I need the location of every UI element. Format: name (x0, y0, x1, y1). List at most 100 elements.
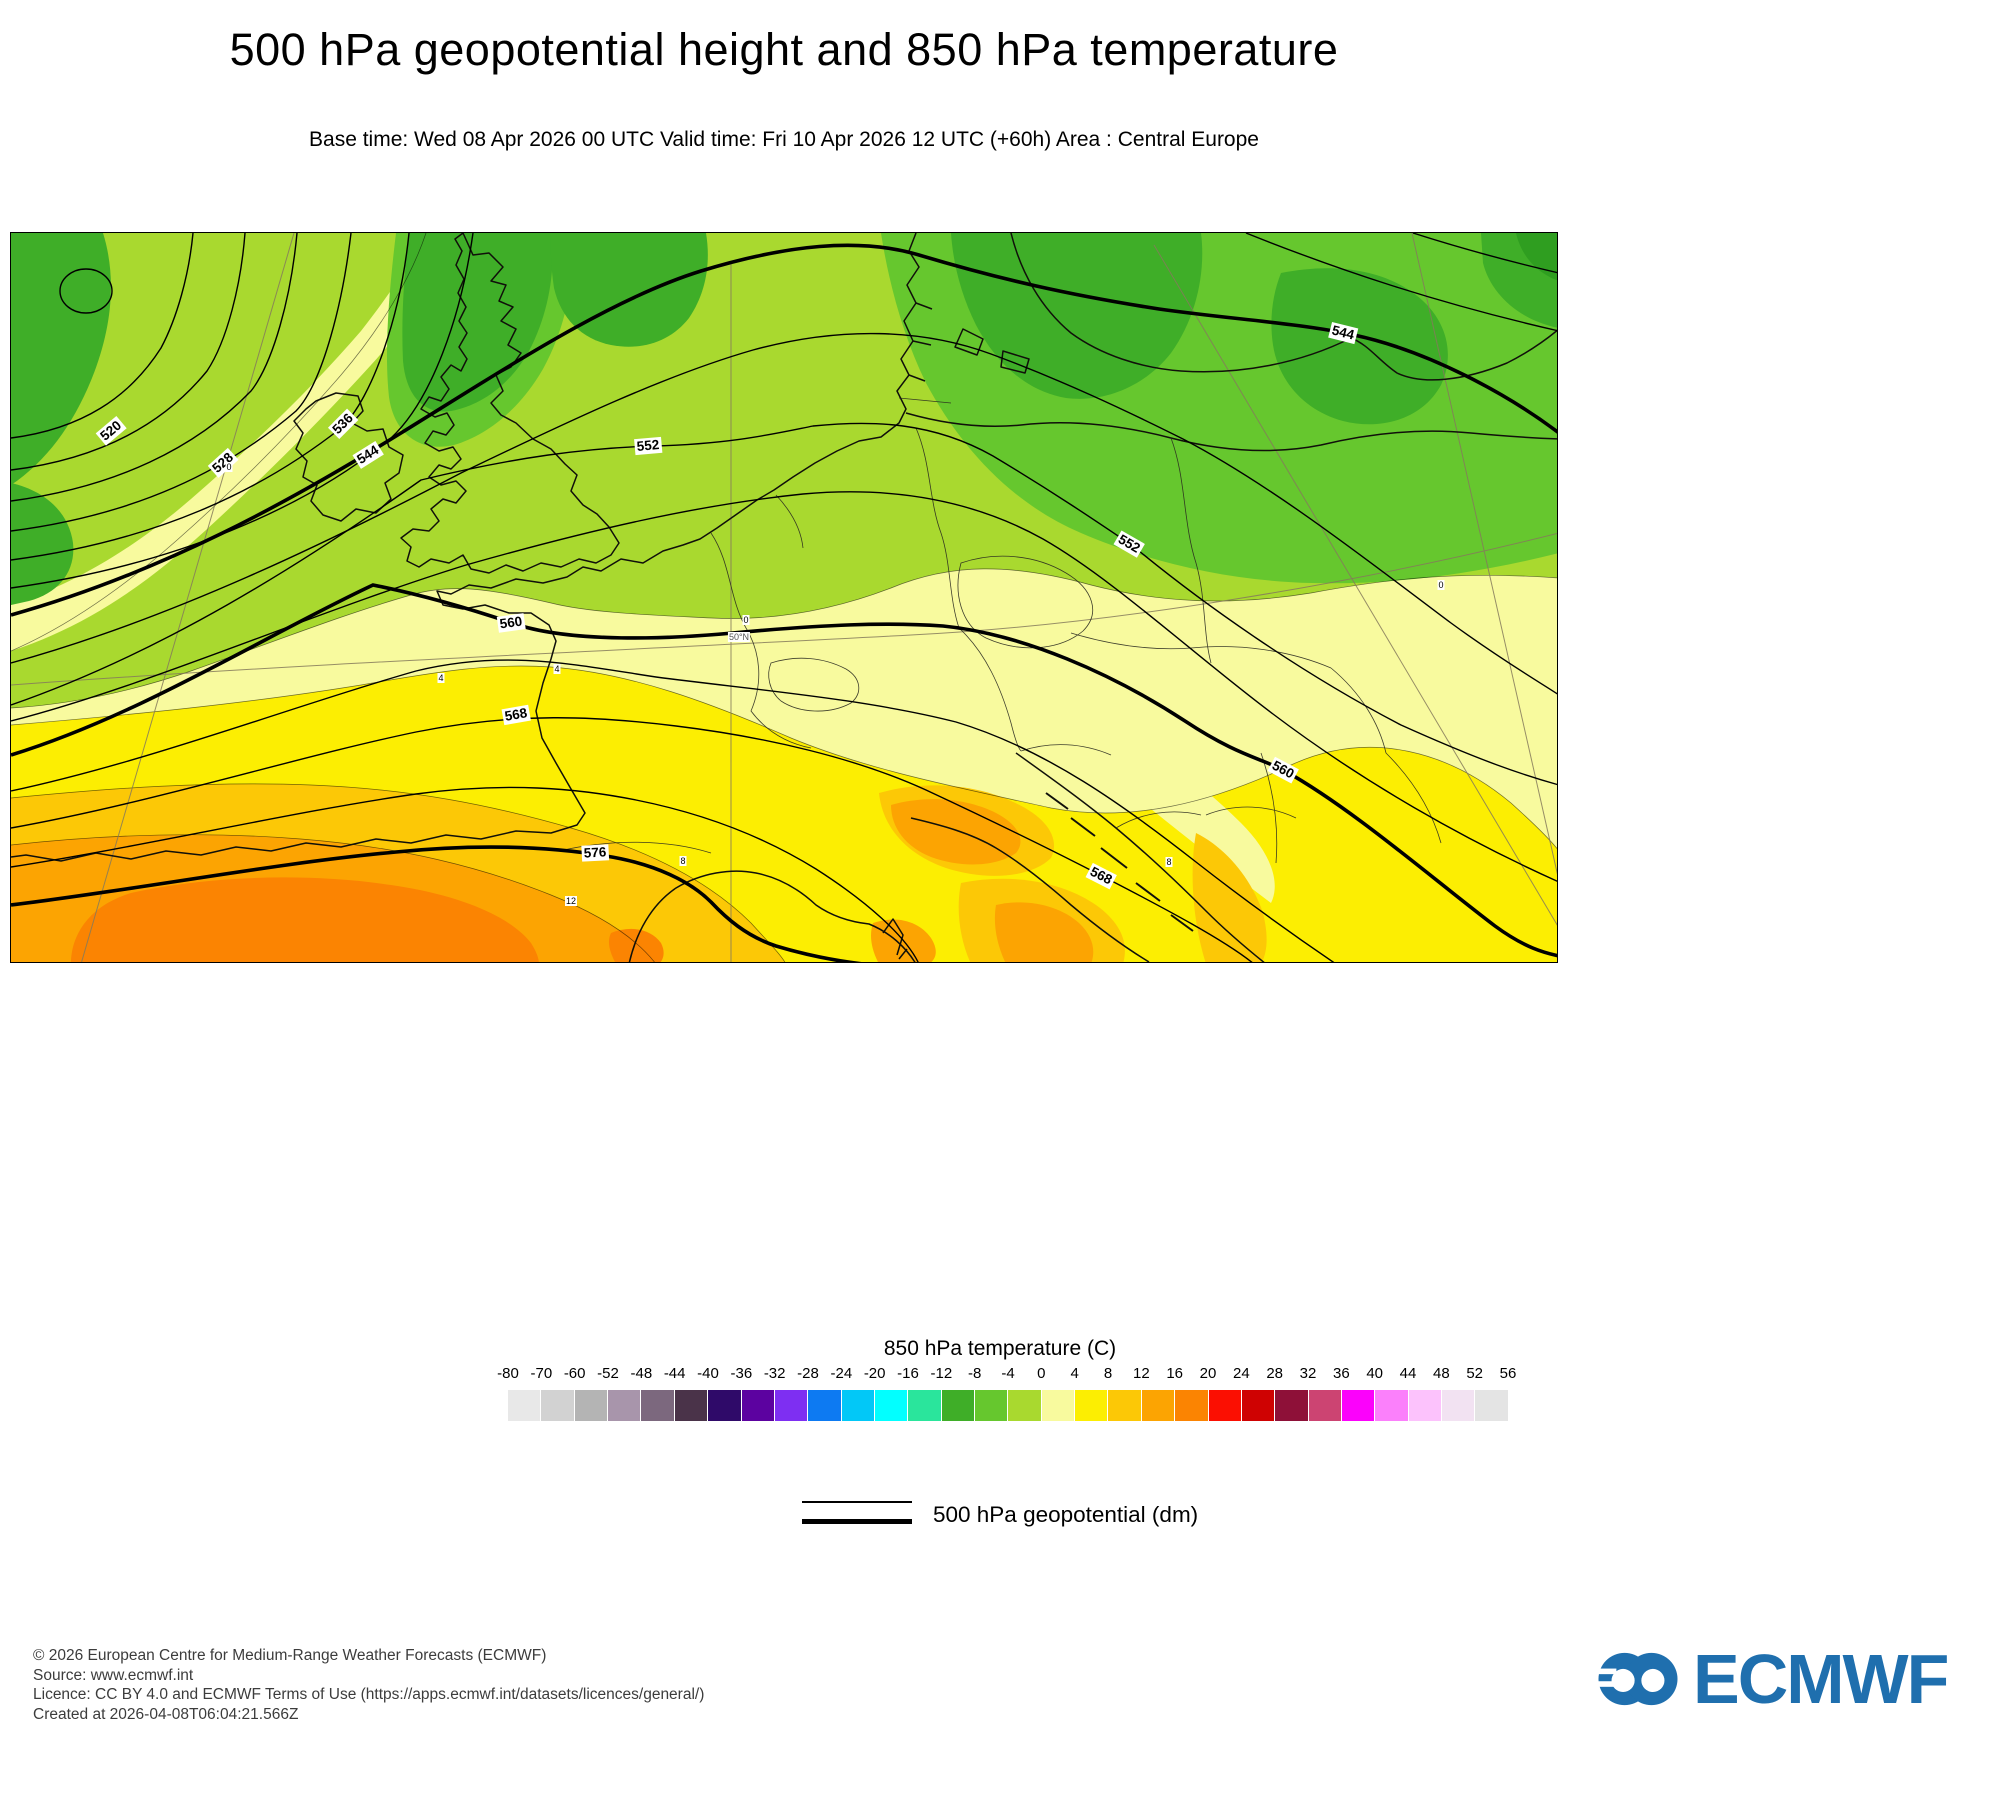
colorbar-tick: 16 (1166, 1365, 1183, 1382)
colorbar-segment (807, 1390, 841, 1421)
colorbar-segment (607, 1390, 641, 1421)
temperature-contour-label: 8 (679, 856, 687, 866)
colorbar-tick: 56 (1499, 1365, 1517, 1382)
colorbar-tick: -24 (830, 1365, 853, 1382)
colorbar-segment (1274, 1390, 1308, 1421)
ecmwf-logo-text: ECMWF (1693, 1640, 1949, 1718)
colorbar-segment (1374, 1390, 1408, 1421)
temperature-contour-label: 8 (1165, 857, 1173, 867)
colorbar-segment (1441, 1390, 1475, 1421)
coastlines (11, 233, 1557, 962)
latitude-label: 50°N (727, 632, 751, 642)
geopotential-legend-line-thick (802, 1519, 912, 1524)
weather-map-canvas (11, 233, 1557, 962)
colorbar-segment (974, 1390, 1008, 1421)
colorbar-segment (673, 1390, 708, 1421)
map-labels: 520 528 536 544 552 560 568 576 544 552 560 568 0 4 0 8… (11, 233, 1557, 962)
colorbar-segment (940, 1390, 975, 1421)
footer-source: Source: www.ecmwf.int (33, 1666, 194, 1684)
colorbar-tick: -60 (563, 1365, 586, 1382)
geopotential-contour-label: 576 (581, 844, 609, 862)
temperature-contour-label: 0 (225, 462, 233, 472)
colorbar-segment (1074, 1390, 1108, 1421)
colorbar-tick: -48 (630, 1365, 653, 1382)
geopotential-contour-label: 544 (352, 441, 384, 469)
geopotential-legend-label: 500 hPa geopotential (dm) (933, 1502, 1199, 1527)
colorbar-segment (1340, 1390, 1375, 1421)
colorbar-segment (1474, 1390, 1508, 1421)
temperature-shading (11, 233, 1557, 962)
colorbar-tick: 44 (1399, 1365, 1417, 1382)
footer-licence: Licence: CC BY 4.0 and ECMWF Terms of Us… (33, 1686, 705, 1703)
colorbar-tick: 36 (1332, 1365, 1350, 1382)
temperature-contour-label: 0 (742, 615, 750, 625)
colorbar-segment (707, 1390, 741, 1421)
geopotential-contour-label: 560 (496, 613, 526, 633)
geopotential-contour-label: 528 (207, 448, 239, 478)
colorbar-segment (773, 1390, 808, 1421)
page-subtitle: Base time: Wed 08 Apr 2026 00 UTC Valid … (309, 128, 1259, 151)
temperature-contours (11, 233, 1557, 962)
colorbar-tick: -36 (730, 1365, 753, 1382)
graticule (11, 233, 1557, 962)
colorbar-tick: 8 (1103, 1365, 1113, 1382)
colorbar-tick: 40 (1366, 1365, 1383, 1382)
colorbar-title: 850 hPa temperature (C) (883, 1337, 1117, 1360)
ecmwf-logo: ECMWF (1597, 1638, 1949, 1720)
footer-copyright: © 2026 European Centre for Medium-Range … (33, 1647, 547, 1664)
colorbar (508, 1390, 1508, 1421)
colorbar-segment (1007, 1390, 1041, 1421)
colorbar-tick: 0 (1037, 1365, 1046, 1382)
colorbar-tick: 32 (1299, 1365, 1317, 1382)
geopotential-legend-line-thin (802, 1501, 912, 1503)
colorbar-segment (1240, 1390, 1275, 1421)
colorbar-segment (1040, 1390, 1075, 1421)
colorbar-tick: -20 (863, 1365, 886, 1382)
colorbar-segment (840, 1390, 874, 1421)
colorbar-tick: 4 (1070, 1365, 1079, 1382)
geopotential-contour-label: 560 (1267, 756, 1299, 784)
colorbar-tick: -80 (497, 1365, 519, 1382)
page-title: 500 hPa geopotential height and 850 hPa … (229, 24, 1339, 75)
colorbar-tick: -16 (897, 1365, 919, 1382)
colorbar-segment (640, 1390, 674, 1421)
colorbar-tick: -52 (597, 1365, 619, 1382)
colorbar-tick: -28 (797, 1365, 819, 1382)
colorbar-tick: -32 (763, 1365, 786, 1382)
colorbar-tick: -44 (663, 1365, 686, 1382)
weather-map: 520 528 536 544 552 560 568 576 544 552 560 568 0 4 0 8… (10, 232, 1558, 963)
colorbar-tick: -40 (697, 1365, 719, 1382)
colorbar-segment (540, 1390, 574, 1421)
colorbar-segment (1207, 1390, 1241, 1421)
colorbar-ticks: -80 -70 -60 -52 -48 -44 -40 -36 -32 -28 -24 -20 -16-… (497, 1365, 1516, 1383)
colorbar-tick: 20 (1199, 1365, 1217, 1382)
colorbar-tick: 48 (1432, 1365, 1450, 1382)
colorbar-tick: -12 (930, 1365, 953, 1382)
colorbar-segment (573, 1390, 608, 1421)
colorbar-tick: 12 (1132, 1365, 1150, 1382)
colorbar-segment (1107, 1390, 1141, 1421)
colorbar-tick: 28 (1266, 1365, 1283, 1382)
colorbar-segment (1307, 1390, 1341, 1421)
geopotential-contour-label: 520 (95, 416, 127, 446)
colorbar-segment (508, 1390, 541, 1421)
colorbar-segment (1407, 1390, 1442, 1421)
temperature-contour-label: 12 (564, 896, 578, 906)
colorbar-segment (740, 1390, 774, 1421)
temperature-contour-label: 4 (437, 673, 445, 683)
footer: © 2026 European Centre for Medium-Range … (33, 1646, 704, 1724)
geopotential-contour-label: 552 (634, 436, 662, 456)
colorbar-segment (1174, 1390, 1208, 1421)
colorbar-segment (873, 1390, 908, 1421)
geopotential-contour-label: 544 (1328, 322, 1358, 344)
colorbar-tick: -4 (1001, 1365, 1015, 1382)
colorbar-tick: -8 (967, 1365, 982, 1382)
colorbar-segment (907, 1390, 941, 1421)
temperature-contour-label: 0 (1437, 580, 1445, 590)
country-borders (558, 397, 1442, 864)
temperature-contour-label: 4 (553, 664, 561, 674)
geopotential-contour-label: 568 (1085, 862, 1117, 890)
footer-created-at: Created at 2026-04-08T06:04:21.566Z (33, 1705, 299, 1723)
geopotential-contour-label: 552 (1113, 530, 1145, 558)
